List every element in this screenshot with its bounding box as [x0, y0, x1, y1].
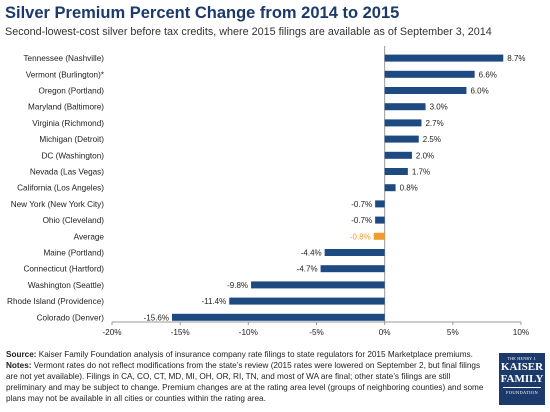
- data-label: 2.7%: [425, 119, 443, 128]
- category-label: Nevada (Las Vegas): [30, 168, 104, 177]
- category-label: Average: [74, 232, 105, 241]
- chart-footer: Source: Kaiser Family Foundation analysi…: [6, 349, 492, 404]
- x-tick-label: 5%: [447, 328, 459, 337]
- bar: [384, 119, 422, 127]
- category-label: Maine (Portland): [43, 249, 104, 258]
- bar: [384, 184, 396, 192]
- category-label: Oregon (Portland): [38, 87, 104, 96]
- data-label: 8.7%: [507, 54, 525, 63]
- x-tick-label: -20%: [102, 328, 121, 337]
- bar: [373, 232, 385, 240]
- source-text: Kaiser Family Foundation analysis of ins…: [36, 350, 473, 359]
- logo-line-1: KAISER: [500, 361, 544, 373]
- category-label: Connecticut (Hartford): [23, 265, 104, 274]
- bar: [375, 216, 385, 224]
- data-label: 3.0%: [430, 103, 448, 112]
- category-label: Michigan (Detroit): [39, 135, 104, 144]
- bar: [229, 297, 385, 305]
- data-label: 1.7%: [412, 168, 430, 177]
- x-tick-label: 0%: [379, 328, 391, 337]
- data-label: -9.8%: [227, 281, 248, 290]
- category-label: Maryland (Baltimore): [28, 103, 104, 112]
- category-label: Virginia (Richmond): [32, 119, 104, 128]
- logo-line-3: FOUNDATION: [503, 387, 541, 395]
- data-label: 2.5%: [423, 135, 441, 144]
- notes-text: Vermont rates do not reflect modificatio…: [6, 361, 484, 403]
- category-label: Tennessee (Nashville): [23, 54, 104, 63]
- category-label: Colorado (Denver): [37, 313, 105, 322]
- x-tick-label: -10%: [239, 328, 258, 337]
- x-tick-label: 10%: [513, 328, 529, 337]
- bar: [384, 168, 408, 175]
- data-label: -4.7%: [297, 265, 318, 274]
- category-label: Rhode Island (Providence): [7, 297, 104, 306]
- data-label: -0.7%: [351, 200, 372, 209]
- bar: [384, 54, 504, 62]
- data-label: -4.4%: [301, 249, 322, 258]
- bar: [384, 135, 419, 143]
- logo-line-2: FAMILY: [500, 373, 544, 385]
- data-label: 6.0%: [470, 87, 488, 96]
- data-label: -0.8%: [350, 232, 371, 241]
- bar: [384, 70, 475, 78]
- bar: [384, 151, 412, 159]
- category-label: New York (New York City): [11, 200, 105, 209]
- data-label: 6.6%: [479, 70, 497, 79]
- category-label: DC (Washington): [42, 151, 105, 160]
- data-label: -11.4%: [201, 297, 226, 306]
- x-tick-label: -15%: [171, 328, 190, 337]
- bar-chart: Tennessee (Nashville) 8.7% Vermont (Burlin…: [7, 46, 529, 337]
- bar: [384, 87, 467, 94]
- bar: [324, 249, 385, 256]
- logo-line-0: THE HENRY J.: [507, 356, 537, 361]
- notes-label: Notes:: [6, 361, 32, 370]
- data-label: 0.8%: [400, 184, 418, 193]
- data-label: -15.6%: [144, 313, 169, 322]
- x-tick-label: -5%: [309, 328, 324, 337]
- kff-logo: THE HENRY J. KAISER FAMILY FOUNDATION: [499, 353, 545, 405]
- bar: [375, 200, 385, 208]
- chart-subtitle: Second-lowest-cost silver before tax cre…: [5, 26, 492, 38]
- bar: [171, 313, 385, 321]
- data-label: 2.0%: [416, 151, 434, 160]
- bar: [251, 281, 385, 289]
- data-label: -0.7%: [351, 216, 372, 225]
- bar: [384, 103, 426, 111]
- category-label: California (Los Angeles): [17, 184, 104, 193]
- bar: [320, 265, 385, 273]
- category-label: Washington (Seattle): [28, 281, 104, 290]
- category-label: Vermont (Burlington)*: [26, 70, 105, 79]
- chart-title: Silver Premium Percent Change from 2014 …: [5, 4, 400, 22]
- category-label: Ohio (Cleveland): [43, 216, 105, 225]
- source-label: Source:: [6, 350, 37, 359]
